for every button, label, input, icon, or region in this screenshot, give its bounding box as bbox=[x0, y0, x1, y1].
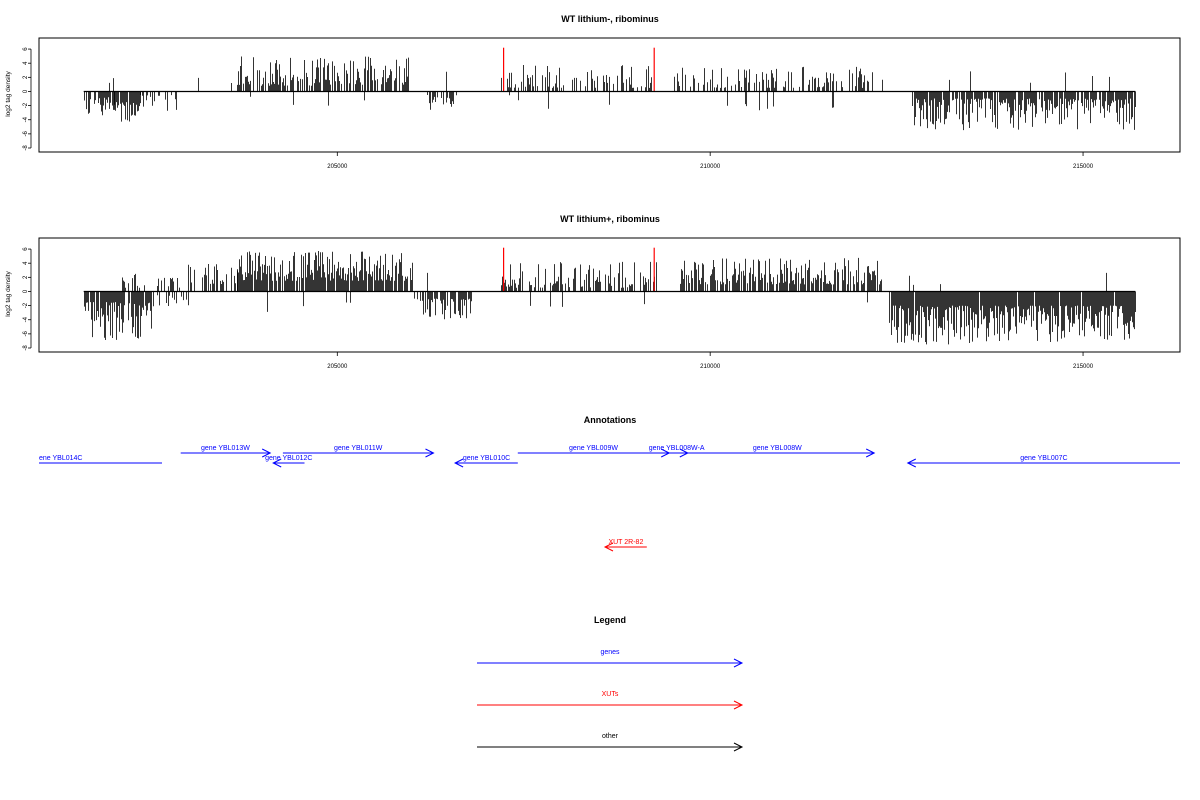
arrowhead bbox=[603, 542, 614, 552]
feature-xut-2r-82: XUT 2R-82 bbox=[603, 539, 647, 552]
feature-ene-ybl014c: ene YBL014C bbox=[39, 455, 162, 464]
legend-label: XUTs bbox=[602, 691, 619, 698]
annotations-track: Annotations ene YBL014C gene YBL013W gene … bbox=[39, 415, 1180, 552]
arrowhead bbox=[272, 458, 282, 468]
feature-gene-ybl011w: gene YBL011W bbox=[282, 445, 435, 458]
track-panel-lithium-plus: WT lithium+, ribominus log2 tag density … bbox=[5, 214, 1181, 370]
arrowhead bbox=[453, 458, 464, 468]
panel-title: WT lithium+, ribominus bbox=[560, 214, 660, 224]
feature-gene-ybl013w: gene YBL013W bbox=[180, 445, 272, 458]
plot-frame bbox=[38, 237, 1181, 353]
y-tick-label: 4 bbox=[23, 61, 29, 65]
arrowhead bbox=[425, 448, 435, 458]
y-tick-label: 0 bbox=[23, 289, 29, 293]
y-tick-label: 4 bbox=[23, 261, 29, 265]
y-tick-label: 0 bbox=[23, 89, 29, 93]
arrowhead bbox=[261, 448, 272, 458]
x-axis: 205000 210000 215000 bbox=[327, 152, 1094, 170]
y-tick-label: -6 bbox=[23, 331, 29, 337]
feature-label: gene YBL010C bbox=[463, 455, 510, 462]
feature-label: gene YBL009W bbox=[569, 445, 618, 452]
legend-label: genes bbox=[600, 649, 620, 656]
x-tick-label: 215000 bbox=[1073, 164, 1094, 170]
arrowhead bbox=[865, 448, 876, 458]
y-tick-label: 2 bbox=[23, 275, 29, 279]
arrowhead bbox=[733, 658, 744, 668]
signal-bars bbox=[84, 251, 1136, 345]
x-tick-label: 210000 bbox=[700, 164, 721, 170]
legend-label: other bbox=[602, 733, 619, 740]
legend-item-genes: genes bbox=[477, 649, 744, 668]
arrowhead bbox=[733, 700, 744, 710]
feature-label: gene YBL008W-A bbox=[649, 445, 705, 452]
x-axis: 205000 210000 215000 bbox=[327, 352, 1094, 370]
y-axis: -8 -6 -4 -2 0 2 4 6 bbox=[23, 47, 32, 151]
y-tick-label: 6 bbox=[23, 47, 29, 51]
highlight-marks bbox=[503, 47, 655, 92]
feature-label: XUT 2R-82 bbox=[608, 539, 643, 546]
arrowhead bbox=[906, 458, 917, 468]
feature-label: gene YBL008W bbox=[753, 445, 802, 452]
feature-label: gene YBL011W bbox=[334, 445, 383, 452]
feature-arrows: ene YBL014C gene YBL013W gene YBL012C gene … bbox=[39, 445, 1180, 552]
legend-item-xuts: XUTs bbox=[477, 691, 744, 710]
feature-gene-ybl010c: gene YBL010C bbox=[453, 455, 518, 468]
feature-gene-ybl012c: gene YBL012C bbox=[265, 455, 312, 468]
y-tick-label: -8 bbox=[23, 345, 29, 351]
y-axis-label: log2 tag density bbox=[5, 70, 12, 116]
feature-gene-ybl007c: gene YBL007C bbox=[906, 455, 1180, 468]
x-tick-label: 210000 bbox=[700, 364, 721, 370]
x-tick-label: 215000 bbox=[1073, 364, 1094, 370]
x-tick-label: 205000 bbox=[327, 164, 348, 170]
y-tick-label: -4 bbox=[23, 316, 29, 322]
signal-bars bbox=[84, 56, 1136, 131]
y-tick-label: -2 bbox=[23, 102, 29, 108]
feature-label: gene YBL007C bbox=[1020, 455, 1067, 462]
legend: Legend genes XUTs other bbox=[477, 615, 744, 752]
y-tick-label: 6 bbox=[23, 247, 29, 251]
track-panel-lithium-minus: WT lithium-, ribominus log2 tag density … bbox=[5, 14, 1181, 170]
panel-title: WT lithium-, ribominus bbox=[561, 14, 659, 24]
legend-items: genes XUTs other bbox=[477, 649, 744, 752]
y-tick-label: -6 bbox=[23, 131, 29, 137]
feature-gene-ybl008w-a: gene YBL008W-A bbox=[649, 445, 705, 458]
feature-gene-ybl008w: gene YBL008W bbox=[680, 445, 876, 458]
plot-frame bbox=[38, 37, 1181, 153]
arrowhead bbox=[733, 742, 744, 752]
y-axis: -8 -6 -4 -2 0 2 4 6 bbox=[23, 247, 32, 351]
feature-label: ene YBL014C bbox=[39, 455, 82, 462]
y-tick-label: 2 bbox=[23, 75, 29, 79]
feature-gene-ybl009w: gene YBL009W bbox=[517, 445, 671, 458]
y-axis-label: log2 tag density bbox=[5, 270, 12, 316]
feature-label: gene YBL013W bbox=[201, 445, 250, 452]
feature-label: gene YBL012C bbox=[265, 455, 312, 462]
y-tick-label: -8 bbox=[23, 145, 29, 151]
y-tick-label: -4 bbox=[23, 116, 29, 122]
annotations-title: Annotations bbox=[584, 415, 637, 425]
legend-title: Legend bbox=[594, 615, 626, 625]
highlight-marks bbox=[503, 247, 655, 292]
y-tick-label: -2 bbox=[23, 302, 29, 308]
x-tick-label: 205000 bbox=[327, 364, 348, 370]
legend-item-other: other bbox=[477, 733, 744, 752]
